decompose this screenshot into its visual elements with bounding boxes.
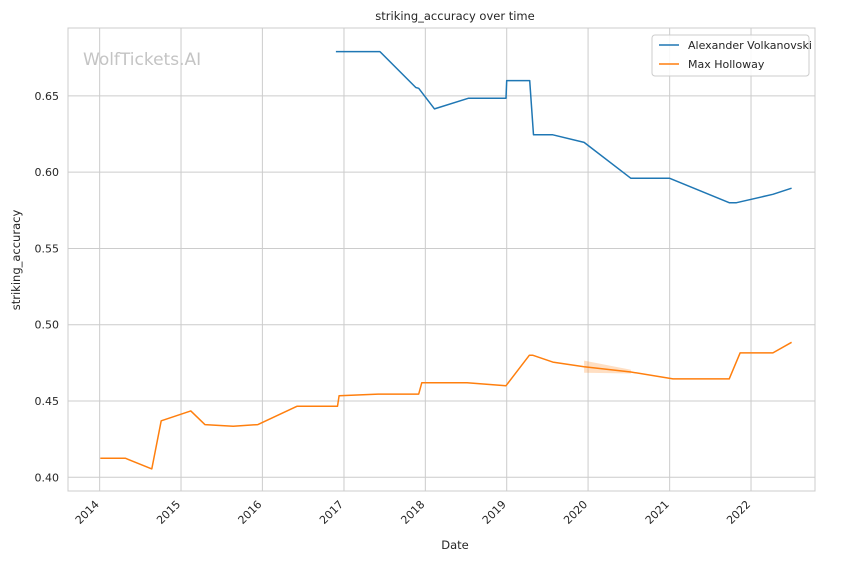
series-lines	[100, 50, 792, 470]
y-tick-label: 0.65	[35, 90, 60, 103]
series-line-0	[335, 50, 792, 204]
x-tick-label: 2022	[724, 498, 753, 527]
y-tick-label: 0.55	[35, 242, 60, 255]
legend-label-1: Max Holloway	[688, 58, 765, 71]
x-tick-label: 2014	[73, 498, 102, 527]
y-axis-ticks: 0.40 0.45 0.50 0.55 0.60 0.65	[35, 90, 60, 484]
y-tick-label: 0.40	[35, 471, 60, 484]
legend-box	[651, 34, 810, 77]
legend: Alexander Volkanovski Max Holloway	[651, 34, 812, 77]
x-axis-title: Date	[441, 538, 469, 552]
y-tick-label: 0.45	[35, 395, 60, 408]
chart-title: striking_accuracy over time	[375, 9, 534, 23]
x-tick-label: 2021	[643, 498, 672, 527]
x-axis-ticks: 2014 2015 2016 2017 2018 2019 2020 2021 2022	[73, 498, 753, 527]
plot-background	[68, 28, 815, 491]
x-tick-label: 2019	[480, 498, 509, 527]
grid	[68, 28, 815, 491]
watermark: WolfTickets.AI	[83, 50, 201, 70]
x-tick-label: 2018	[398, 498, 427, 527]
x-tick-label: 2016	[236, 498, 265, 527]
plot-frame	[67, 27, 816, 492]
series-line-1	[100, 341, 792, 470]
x-tick-label: 2020	[561, 498, 590, 527]
y-tick-label: 0.60	[35, 166, 60, 179]
y-axis-title: striking_accuracy	[9, 210, 23, 311]
x-tick-label: 2017	[317, 498, 346, 527]
x-tick-label: 2015	[154, 498, 183, 527]
y-tick-label: 0.50	[35, 319, 60, 332]
plot-area	[68, 28, 815, 491]
legend-label-0: Alexander Volkanovski	[688, 39, 812, 52]
